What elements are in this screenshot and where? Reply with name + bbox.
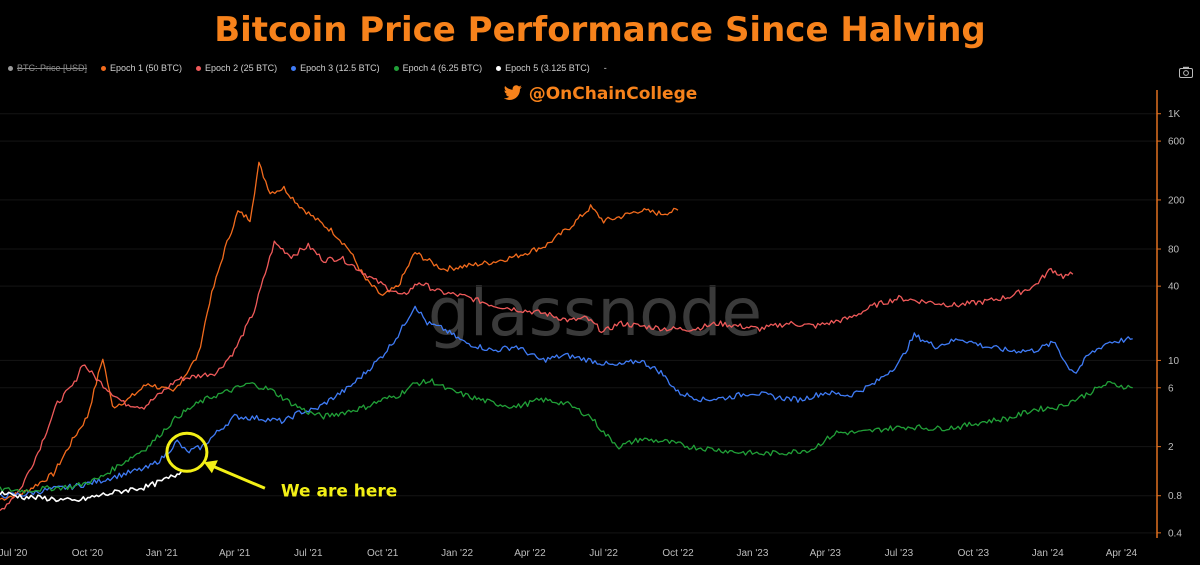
series-line-epoch-3 (0, 305, 1133, 499)
annotation: We are here (165, 431, 397, 501)
annotation-arrowhead (203, 460, 218, 474)
x-tick-label: Oct '21 (367, 548, 399, 559)
legend-label: Epoch 5 (3.125 BTC) (505, 63, 590, 73)
x-tick-label: Oct '22 (662, 548, 694, 559)
x-tick-label: Jan '22 (441, 548, 473, 559)
legend-item[interactable]: Epoch 1 (50 BTC) (101, 63, 182, 73)
legend-swatch (393, 65, 399, 71)
twitter-handle-text: @OnChainCollege (528, 84, 698, 104)
y-tick-label: 80 (1168, 245, 1180, 256)
annotation-label: We are here (281, 481, 397, 501)
legend-item[interactable]: BTC: Price [USD] (8, 63, 87, 73)
legend-swatch (101, 65, 107, 71)
annotation-circle (165, 431, 209, 473)
twitter-bird-icon (503, 85, 522, 100)
series-line-epoch-2 (0, 240, 1074, 511)
legend-item[interactable]: Epoch 3 (12.5 BTC) (291, 63, 380, 73)
x-axis-ticks: Jul '20 Oct '20 Jan '21 Apr '21 Jul '21 Oct '… (0, 548, 1138, 559)
series-line-epoch-5 (0, 471, 182, 503)
twitter-handle[interactable]: @OnChainCollege (0, 84, 1200, 104)
legend-trailing: - (603, 63, 607, 73)
x-tick-label: Jul '23 (885, 548, 914, 559)
annotation-arrow (212, 464, 266, 490)
gridlines (0, 113, 1157, 534)
x-tick-label: Jan '24 (1032, 548, 1064, 559)
y-tick-label: 0.4 (1168, 528, 1182, 539)
legend-swatch (291, 65, 297, 71)
y-tick-label: 200 (1168, 195, 1185, 206)
watermark: glassnode (428, 274, 762, 351)
y-tick-label: 1K (1168, 109, 1181, 120)
legend-label: Epoch 1 (50 BTC) (110, 63, 183, 73)
legend-swatch (8, 65, 13, 71)
page-title: Bitcoin Price Performance Since Halving (214, 10, 986, 50)
legend-label: BTC: Price [USD] (17, 63, 88, 73)
x-tick-label: Apr '21 (219, 548, 251, 559)
camera-icon[interactable] (1179, 66, 1193, 78)
x-tick-label: Jan '21 (146, 548, 178, 559)
legend-label: Epoch 2 (25 BTC) (205, 63, 278, 73)
legend-swatch (196, 65, 202, 71)
x-tick-label: Jul '21 (294, 548, 323, 559)
x-tick-label: Jan '23 (736, 548, 768, 559)
legend-label: Epoch 3 (12.5 BTC) (300, 63, 380, 73)
x-tick-label: Jul '20 (0, 548, 28, 559)
series-layer (0, 161, 1133, 511)
y-tick-label: 0.8 (1168, 491, 1182, 502)
legend-item[interactable]: Epoch 4 (6.25 BTC) (393, 63, 483, 73)
y-axis-ticks: 0.4 0.8 2 6 10 40 80 200 600 1K (1157, 109, 1185, 539)
x-tick-label: Oct '20 (72, 548, 104, 559)
legend-label: Epoch 4 (6.25 BTC) (402, 63, 483, 73)
x-tick-label: Apr '24 (1106, 548, 1138, 559)
y-tick-label: 40 (1168, 282, 1180, 293)
y-tick-label: 2 (1168, 442, 1174, 453)
legend: BTC: Price [USD] Epoch 1 (50 BTC) Epoch 2 … (8, 63, 607, 73)
y-tick-label: 6 (1168, 383, 1174, 394)
legend-swatch (496, 65, 502, 71)
legend-item[interactable]: Epoch 5 (3.125 BTC) (496, 63, 590, 73)
x-tick-label: Jul '22 (589, 548, 618, 559)
series-line-epoch-4 (0, 378, 1133, 494)
y-tick-label: 10 (1168, 356, 1180, 367)
series-line-epoch-1 (0, 161, 679, 501)
x-tick-label: Apr '22 (514, 548, 546, 559)
x-tick-label: Oct '23 (958, 548, 990, 559)
legend-item[interactable]: Epoch 2 (25 BTC) (196, 63, 277, 73)
y-tick-label: 600 (1168, 137, 1185, 148)
x-tick-label: Apr '23 (810, 548, 842, 559)
